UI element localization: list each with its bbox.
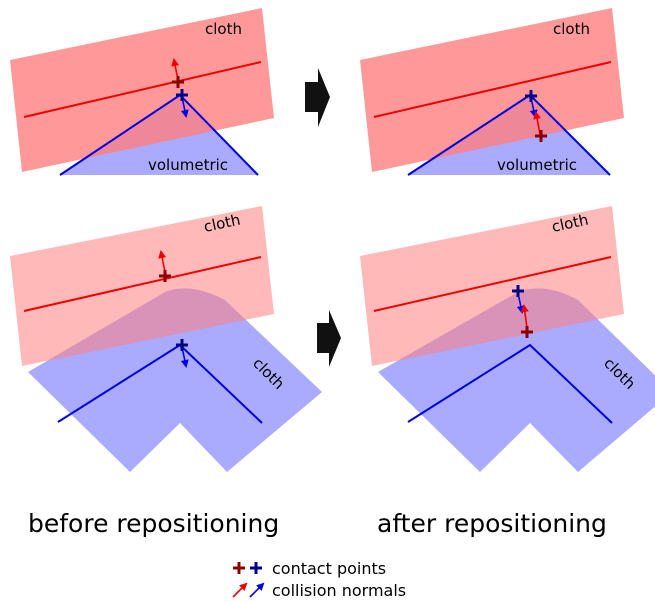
process-arrow-top <box>305 68 330 127</box>
cloth-strip <box>10 206 274 366</box>
contact-point-red <box>535 130 547 142</box>
legend-normal-red-icon <box>232 582 248 598</box>
contact-point-red <box>159 270 171 282</box>
legend-contact-blue-icon <box>250 562 262 574</box>
panel-bottom-right: cloth cloth <box>360 206 655 472</box>
legend-normal-blue-icon <box>249 582 265 598</box>
panel-top-left: cloth volumetric <box>10 8 274 176</box>
cloth-line <box>373 256 612 312</box>
caption-after: after repositioning <box>377 509 607 538</box>
cloth-edge-blue <box>407 343 613 424</box>
cloth-label: cloth <box>205 20 242 38</box>
cloth-label: cloth <box>553 20 590 38</box>
contact-point-red <box>521 326 533 338</box>
cloth-line <box>373 61 612 118</box>
volumetric-label: volumetric <box>497 156 577 174</box>
legend-contact-red-icon <box>233 562 245 574</box>
contact-point-blue <box>525 90 537 102</box>
legend: contact points collision normals <box>232 559 406 600</box>
contact-point-red <box>172 76 184 88</box>
contact-point-blue <box>176 89 188 101</box>
collision-normal-red <box>533 111 542 135</box>
panel-top-right: cloth volumetric <box>360 8 624 176</box>
contact-point-blue <box>512 285 524 297</box>
process-arrow-bottom <box>317 310 341 367</box>
volumetric-label: volumetric <box>148 156 228 174</box>
caption-before: before repositioning <box>28 509 279 538</box>
cloth-line <box>23 61 262 118</box>
legend-collision-normals: collision normals <box>272 581 406 600</box>
panel-bottom-left: cloth cloth <box>10 206 322 472</box>
cloth-strip <box>360 206 624 366</box>
collision-normal-red <box>158 250 167 273</box>
legend-contact-points: contact points <box>272 559 386 578</box>
cloth-line <box>23 256 262 312</box>
collision-normal-red <box>520 304 529 329</box>
contact-point-blue <box>176 339 188 351</box>
